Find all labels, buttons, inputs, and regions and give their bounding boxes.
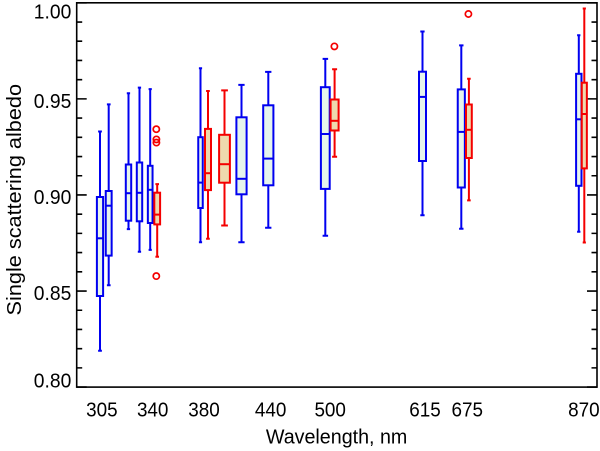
svg-text:380: 380 [188,399,220,421]
svg-text:500: 500 [314,399,346,421]
svg-text:0.85: 0.85 [34,283,72,305]
svg-text:870: 870 [568,399,600,421]
svg-text:0.90: 0.90 [34,187,72,209]
svg-text:305: 305 [86,399,118,421]
svg-text:0.80: 0.80 [34,371,72,393]
svg-text:Wavelength, nm: Wavelength, nm [266,427,408,449]
svg-text:340: 340 [137,399,169,421]
svg-text:440: 440 [255,399,287,421]
svg-text:0.95: 0.95 [34,91,72,113]
svg-text:1.00: 1.00 [34,2,72,24]
svg-text:675: 675 [452,399,484,421]
svg-text:Single scattering albedo: Single scattering albedo [4,84,26,316]
svg-text:615: 615 [409,399,441,421]
